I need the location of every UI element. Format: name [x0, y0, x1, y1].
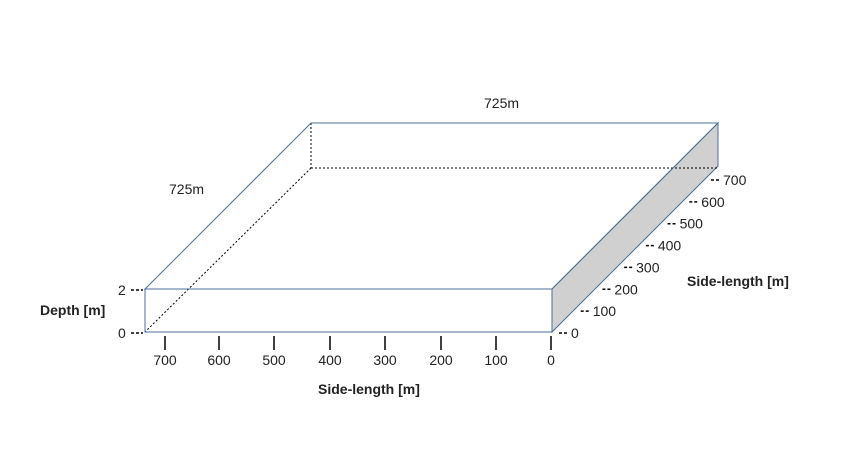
depth-tick-label-2: 2	[118, 282, 126, 298]
front-tick-label: 500	[262, 352, 286, 368]
depth-axis-label: Depth [m]	[40, 302, 105, 318]
side-tick-label: 0	[571, 325, 579, 341]
side-tick-label: 100	[593, 303, 617, 319]
front-tick-label: 700	[153, 352, 177, 368]
side-tick-label: 200	[614, 281, 638, 297]
front-tick-label: 0	[547, 352, 555, 368]
depth-tick-label-0: 0	[118, 325, 126, 341]
front-axis-label: Side-length [m]	[318, 381, 420, 397]
side-tick-label: 700	[723, 172, 747, 188]
front-tick-label: 100	[484, 352, 508, 368]
side-axis-ticks: 0 100 200 300 400 500 600 700	[559, 172, 747, 341]
left-dimension-label: 725m	[169, 181, 204, 197]
side-axis-label: Side-length [m]	[687, 273, 789, 289]
front-axis-ticks: 700 600 500 400 300 200 100 0	[153, 336, 555, 368]
side-tick-label: 600	[701, 194, 725, 210]
front-tick-label: 400	[318, 352, 342, 368]
side-tick-label: 300	[636, 259, 660, 275]
side-tick-label: 400	[658, 238, 682, 254]
front-face	[144, 288, 553, 333]
front-tick-label: 300	[373, 352, 397, 368]
top-dimension-label: 725m	[484, 95, 519, 111]
front-tick-label: 600	[207, 352, 231, 368]
hidden-edge-left-bottom	[144, 167, 312, 333]
front-tick-label: 200	[429, 352, 453, 368]
top-face	[143, 122, 720, 290]
side-tick-label: 500	[680, 216, 704, 232]
